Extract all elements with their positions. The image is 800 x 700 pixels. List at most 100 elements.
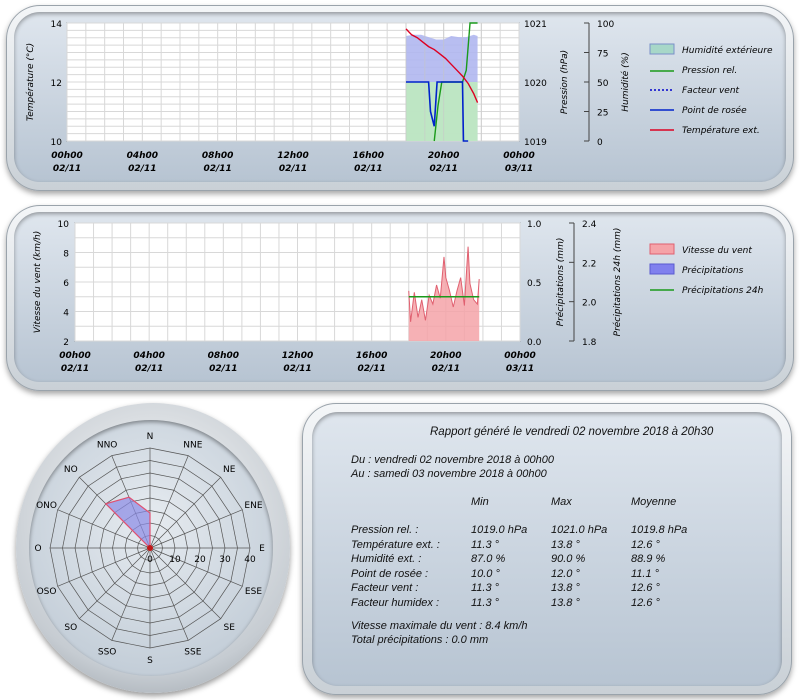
- x-tick-time: 00h00: [504, 351, 535, 361]
- report-row-label: Pression rel. :: [351, 524, 419, 536]
- y-tick-humidity: 25: [597, 109, 608, 119]
- y-axis-label-pressure: Pression (hPa): [560, 50, 570, 114]
- x-tick-date: 02/11: [283, 364, 311, 374]
- y-tick-rain24: 2.0: [582, 299, 597, 309]
- x-tick-date: 02/11: [135, 364, 163, 374]
- report-row-value: 12.6 °: [631, 582, 660, 594]
- rose-spoke: [111, 547, 151, 641]
- rose-spoke: [149, 547, 221, 619]
- legend-label: Précipitations: [682, 265, 744, 276]
- report-header-max: Max: [551, 496, 572, 508]
- legend-swatch-rain: [649, 263, 675, 275]
- rose-spoke: [57, 547, 151, 587]
- rose-spoke: [57, 509, 151, 549]
- y-tick-rain: 1.0: [527, 220, 542, 230]
- rose-radial-tick: 40: [244, 555, 256, 565]
- dewpoint-line: [406, 81, 469, 142]
- y-tick-temp: 12: [51, 79, 62, 89]
- x-tick-time: 12h00: [277, 151, 308, 161]
- report-row-value: 1019.8 hPa: [631, 524, 688, 536]
- report-row-label: Température ext. :: [351, 538, 440, 551]
- rose-radial-tick: 0: [147, 555, 153, 565]
- x-tick-date: 02/11: [357, 364, 385, 374]
- report-title: Rapport généré le vendredi 02 novembre 2…: [430, 426, 714, 438]
- y-tick-wind: 8: [63, 250, 69, 260]
- rose-center-dot: [147, 545, 153, 551]
- report-row-label: Humidité ext. :: [351, 553, 422, 565]
- rose-radial-tick: 20: [194, 555, 206, 565]
- legend-swatch-wind: [649, 243, 675, 255]
- y-axis-label-rain24: Précipitations 24h (mm): [612, 228, 623, 337]
- legend-label: Précipitations 24h: [682, 285, 764, 296]
- rose-direction-label: ONO: [36, 501, 57, 511]
- report-row-value: 12.6 °: [631, 538, 660, 551]
- x-tick-time: 16h00: [353, 151, 384, 161]
- y-tick-temp: 14: [51, 20, 63, 30]
- report-row-label: Point de rosée :: [351, 567, 429, 580]
- x-tick-time: 08h00: [208, 351, 239, 361]
- y-tick-rain: 0.5: [527, 279, 541, 289]
- y-tick-pressure: 1020: [524, 79, 547, 89]
- y-tick-temp: 10: [51, 138, 63, 148]
- rose-direction-label: NE: [223, 465, 236, 475]
- y-tick-wind: 2: [63, 338, 69, 348]
- rose-spoke: [149, 477, 221, 549]
- x-tick-date: 02/11: [429, 164, 457, 174]
- x-tick-date: 02/11: [203, 164, 231, 174]
- x-tick-time: 00h00: [59, 351, 90, 361]
- temperature-line: [405, 28, 479, 103]
- report-row-value: 13.8 °: [551, 538, 580, 551]
- rose-spoke: [79, 547, 151, 619]
- report-row-label: Facteur humidex :: [351, 596, 440, 609]
- rose-spoke: [149, 455, 189, 549]
- report-row-value: 13.8 °: [551, 596, 580, 609]
- rose-direction-label: NNO: [97, 441, 118, 451]
- x-tick-time: 08h00: [202, 151, 233, 161]
- x-tick-time: 16h00: [356, 351, 387, 361]
- y-tick-pressure: 1019: [524, 138, 547, 148]
- y-tick-humidity: 0: [597, 138, 603, 148]
- x-tick-date: 02/11: [53, 164, 81, 174]
- wind-rose-chart: N NNE NE ENE E ESE SE SSE S SSO SO OSO O ONO NO NNO 0 10 2…: [34, 432, 265, 666]
- rose-direction-label: O: [34, 544, 41, 554]
- report-max-wind: Vitesse maximale du vent : 8.4 km/h: [351, 620, 528, 632]
- report-row-value: 88.9 %: [631, 553, 666, 565]
- legend-label: Humidité extérieure: [682, 45, 773, 56]
- rose-direction-label: OSO: [37, 587, 57, 597]
- x-tick-date: 02/11: [279, 164, 307, 174]
- x-tick-date: 03/11: [506, 364, 534, 374]
- report-row-value: 1019.0 hPa: [471, 524, 528, 536]
- report: Rapport généré le vendredi 02 novembre 2…: [322, 418, 782, 680]
- rose-direction-label: N: [147, 432, 154, 442]
- legend-label: Facteur vent: [682, 86, 740, 96]
- report-row-value: 90.0 %: [551, 553, 586, 565]
- rose-direction-label: E: [259, 544, 265, 554]
- report-header-min: Min: [471, 496, 489, 508]
- y-axis-label-humidity: Humidité (%): [620, 52, 631, 111]
- y-tick-rain24: 1.8: [582, 338, 597, 348]
- x-tick-time: 20h00: [428, 151, 459, 161]
- y-tick-wind: 10: [58, 220, 70, 230]
- report-header-mean: Moyenne: [631, 496, 677, 508]
- y-tick-humidity: 75: [597, 50, 608, 60]
- rose-direction-label: SE: [223, 623, 235, 633]
- rose-direction-label: NNE: [183, 441, 202, 451]
- y-tick-humidity: 100: [597, 20, 614, 30]
- report-row-value: 13.8 °: [551, 582, 580, 594]
- temperature-chart: 10 12 14 Température (°C) 1019 1020 1021 Pressi…: [25, 20, 773, 174]
- report-row-label: Facteur vent :: [351, 582, 419, 594]
- report-from: Du : vendredi 02 novembre 2018 à 00h00: [351, 454, 555, 466]
- report-row-value: 1021.0 hPa: [551, 524, 608, 536]
- y-axis-label-temp: Température (°C): [25, 43, 36, 121]
- wind-line: [408, 246, 480, 322]
- report-row-value: 11.3 °: [471, 596, 500, 609]
- rose-direction-label: ESE: [245, 587, 262, 597]
- x-tick-date: 02/11: [128, 164, 156, 174]
- report-panel-inner: [312, 412, 782, 686]
- y-axis-label-wind: Vitesse du vent (km/h): [33, 231, 43, 333]
- rose-spoke: [149, 547, 243, 587]
- rose-spoke: [149, 509, 243, 549]
- x-tick-date: 03/11: [505, 164, 533, 174]
- rose-direction-label: ENE: [244, 501, 262, 511]
- y-axis-label-rain: Précipitations (mm): [555, 238, 566, 327]
